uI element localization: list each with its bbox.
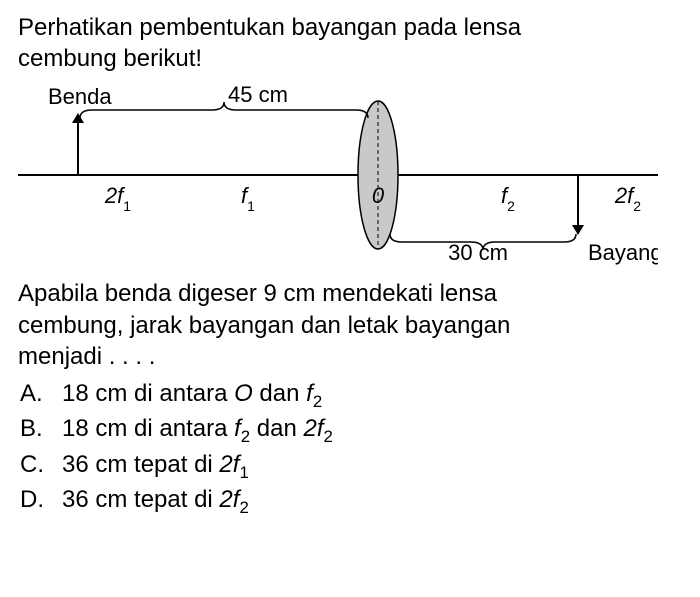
option-c-sym1: 2f	[219, 451, 239, 478]
option-b-mid: dan	[250, 415, 303, 442]
svg-text:f2: f2	[501, 183, 515, 214]
options-list: A. 18 cm di antara O dan f2 B. 18 cm di …	[18, 378, 682, 520]
option-d-text: 36 cm tepat di 2f2	[62, 484, 249, 519]
option-a-sub2: 2	[313, 392, 322, 411]
question-intro: Perhatikan pembentukan bayangan pada len…	[18, 12, 682, 74]
svg-text:30 cm: 30 cm	[448, 240, 508, 265]
svg-text:2f2: 2f2	[614, 183, 641, 214]
after-line2: cembung, jarak bayangan dan letak bayang…	[18, 312, 510, 339]
option-d-pre: 36 cm tepat di	[62, 486, 219, 513]
option-b-letter: B.	[18, 413, 62, 448]
svg-text:Benda: Benda	[48, 84, 112, 109]
option-b-pre: 18 cm di antara	[62, 415, 234, 442]
option-b-sub2: 2	[324, 427, 333, 446]
option-b-sym2: 2f	[304, 415, 324, 442]
intro-line2: cembung berikut!	[18, 45, 202, 72]
option-a-mid: dan	[253, 380, 306, 407]
option-d: D. 36 cm tepat di 2f2	[18, 484, 682, 519]
svg-text:45 cm: 45 cm	[228, 82, 288, 107]
lens-diagram: Benda Bayangan 45 cm 30 cm 2f1 f1 0 f2 2f2	[18, 80, 658, 270]
after-line3: menjadi . . . .	[18, 343, 155, 370]
intro-line1: Perhatikan pembentukan bayangan pada len…	[18, 14, 521, 41]
svg-text:Bayangan: Bayangan	[588, 240, 658, 265]
option-c-pre: 36 cm tepat di	[62, 451, 219, 478]
option-d-letter: D.	[18, 484, 62, 519]
svg-text:0: 0	[372, 183, 385, 208]
svg-text:2f1: 2f1	[104, 183, 131, 214]
option-a-text: 18 cm di antara O dan f2	[62, 378, 322, 413]
option-c: C. 36 cm tepat di 2f1	[18, 449, 682, 484]
option-d-sym1: 2f	[219, 486, 239, 513]
option-a-letter: A.	[18, 378, 62, 413]
option-b-sym1: f	[234, 415, 241, 442]
option-b: B. 18 cm di antara f2 dan 2f2	[18, 413, 682, 448]
option-a: A. 18 cm di antara O dan f2	[18, 378, 682, 413]
option-b-sub1: 2	[241, 427, 250, 446]
after-line1: Apabila benda digeser 9 cm mendekati len…	[18, 280, 497, 307]
option-b-text: 18 cm di antara f2 dan 2f2	[62, 413, 333, 448]
svg-text:f1: f1	[241, 183, 255, 214]
option-a-sym1: O	[234, 380, 253, 407]
option-c-sub1: 1	[239, 463, 248, 482]
lens-diagram-svg: Benda Bayangan 45 cm 30 cm 2f1 f1 0 f2 2f2	[18, 80, 658, 270]
question-after: Apabila benda digeser 9 cm mendekati len…	[18, 278, 682, 372]
option-a-pre: 18 cm di antara	[62, 380, 234, 407]
option-d-sub1: 2	[239, 498, 248, 517]
option-a-sym2: f	[306, 380, 313, 407]
option-c-text: 36 cm tepat di 2f1	[62, 449, 249, 484]
option-c-letter: C.	[18, 449, 62, 484]
